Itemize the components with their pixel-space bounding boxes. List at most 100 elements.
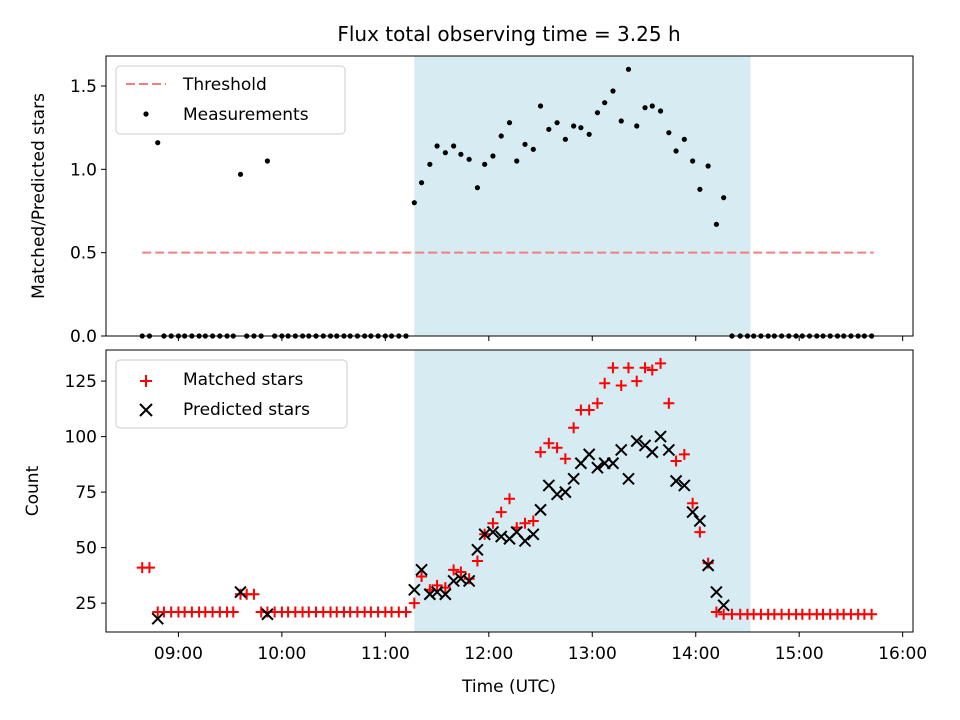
x-tick-label: 13:00: [568, 644, 617, 664]
matched-star-point: [615, 380, 627, 392]
measurement-point: [649, 103, 655, 109]
measurement-point: [237, 171, 244, 177]
matched-star-point: [591, 397, 603, 409]
matched-star-point: [663, 397, 675, 409]
predicted-star-point: [662, 443, 676, 457]
matched-star-point: [559, 453, 571, 465]
matched-star-point: [670, 455, 682, 467]
predicted-star-point: [622, 472, 635, 485]
legend-matched-label: Matched stars: [183, 370, 303, 390]
predicted-star-point: [439, 588, 452, 601]
x-tick-label: 11:00: [361, 644, 410, 664]
matched-star-point: [568, 422, 580, 434]
top-panel: 0.0 0.5 1.0 1.5 Matched/Predicted stars Thr…: [29, 55, 914, 347]
measurement-point: [530, 146, 536, 152]
top-y-ticks: 0.0 0.5 1.0 1.5: [70, 77, 106, 347]
x-tick-label: 09:00: [154, 644, 203, 664]
measurement-point: [625, 66, 632, 72]
predicted-star-point: [630, 434, 643, 448]
x-tick-label: 16:00: [878, 644, 927, 664]
predicted-star-point: [669, 474, 683, 488]
top-axes-frame: [105, 55, 914, 337]
matched-star-point: [607, 362, 619, 374]
matched-star-point: [631, 375, 643, 387]
predicted-star-point: [534, 503, 547, 517]
measurement-point: [546, 126, 552, 132]
observing-window-shade: [414, 56, 751, 336]
matched-star-point: [710, 606, 722, 618]
measurement-point: [705, 163, 711, 169]
y-tick-label: 125: [65, 372, 97, 392]
measurement-point: [474, 185, 481, 191]
predicted-star-point: [693, 514, 707, 528]
matched-star-point: [400, 606, 412, 618]
bottom-legend: Matched stars Predicted stars: [115, 359, 348, 429]
legend-measurements-label: Measurements: [183, 105, 309, 125]
predicted-star-point: [646, 445, 659, 459]
matched-star-point: [655, 357, 667, 369]
bottom-axes-frame: [105, 349, 914, 633]
predicted-star-point: [447, 574, 460, 588]
top-chart-title: Flux total observing time = 3.25 h: [337, 22, 680, 46]
y-tick-label: 0.0: [70, 327, 97, 347]
measurement-point: [427, 161, 433, 167]
matched-star-point: [694, 526, 706, 538]
x-tick-label: 10:00: [257, 644, 306, 664]
measurement-point: [697, 186, 703, 192]
y-tick-label: 25: [75, 594, 97, 614]
measurement-point: [155, 140, 161, 146]
matched-star-point: [519, 517, 531, 529]
measurement-point: [571, 123, 577, 129]
measurement-point: [482, 161, 488, 167]
measurement-point: [586, 131, 592, 137]
matched-star-point: [866, 608, 878, 620]
predicted-star-point: [678, 479, 691, 492]
matched-star-point: [702, 557, 714, 569]
measurement-point: [442, 150, 448, 156]
measurement-point: [506, 120, 513, 126]
matched-star-point: [227, 606, 239, 618]
predicted-star-point: [423, 588, 437, 601]
matched-star-point: [678, 448, 690, 460]
measurement-point: [434, 143, 440, 149]
predicted-star-point: [518, 534, 532, 548]
y-tick-label: 1.0: [70, 160, 97, 180]
bottom-panel: 25 50 75 100 125 09:00 10:00 11:00 12:00 13:00 14…: [23, 349, 927, 697]
legend-measurements-swatch: [143, 111, 149, 117]
measurement-point: [522, 141, 528, 147]
measurement-point: [713, 221, 720, 227]
measurement-point: [634, 123, 640, 129]
measurement-point: [466, 156, 472, 162]
predicted-star-point: [151, 612, 164, 625]
measurement-point: [657, 108, 664, 114]
measurement-point: [681, 136, 687, 142]
measurement-point: [411, 200, 417, 206]
predicted-star-point: [462, 574, 476, 588]
matched-star-point: [431, 579, 443, 591]
predicted-star-point: [717, 599, 730, 612]
measurement-point: [562, 136, 568, 142]
measurement-point: [673, 148, 679, 154]
bottom-y-axis-label: Count: [23, 465, 43, 516]
top-y-axis-label: Matched/Predicted stars: [29, 93, 49, 299]
predicted-star-point: [582, 448, 596, 461]
bottom-x-axis-label: Time (UTC): [461, 677, 556, 697]
x-tick-label: 12:00: [464, 644, 513, 664]
matched-star-point: [599, 377, 611, 389]
measurement-point: [642, 105, 648, 111]
matched-star-point: [551, 442, 563, 454]
measurement-point: [498, 133, 504, 139]
measurement-point: [537, 103, 544, 109]
observing-window-shade: [414, 350, 751, 632]
measurement-point: [490, 153, 496, 159]
bottom-x-ticks: 09:00 10:00 11:00 12:00 13:00 14:00 15:00 16:00: [154, 632, 927, 664]
predicted-star-point: [408, 583, 421, 597]
measurement-point: [594, 110, 601, 116]
bottom-legend-box: [115, 359, 348, 429]
matched-star-point: [543, 437, 555, 449]
y-tick-label: 0.5: [70, 244, 97, 264]
measurement-point: [610, 88, 616, 94]
matched-star-point: [455, 566, 467, 578]
matched-star-point: [504, 493, 515, 505]
legend-predicted-swatch: [139, 403, 153, 417]
